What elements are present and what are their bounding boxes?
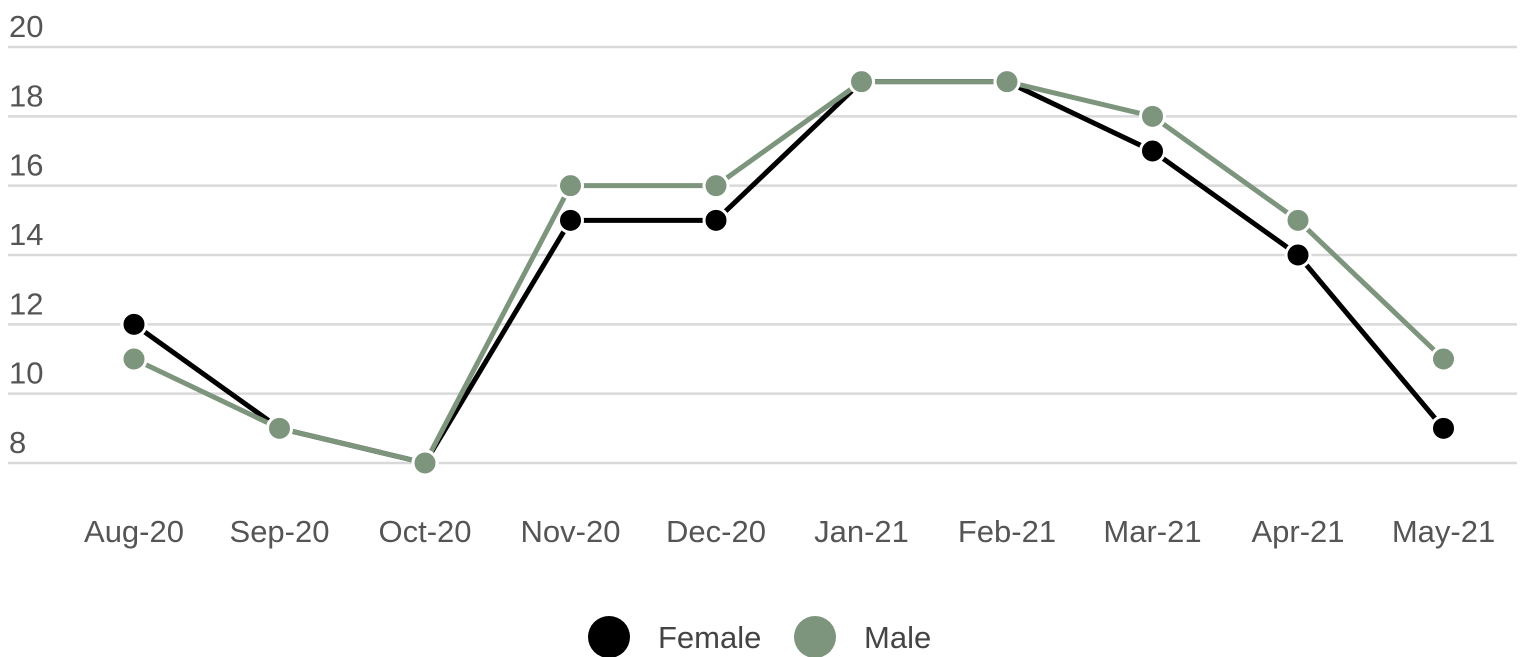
- x-tick-label: May-21: [1392, 514, 1495, 549]
- data-point-female: [702, 206, 730, 234]
- legend-label-male: Male: [864, 620, 931, 655]
- data-point-female: [1284, 241, 1312, 269]
- legend-marker-female: [588, 616, 630, 657]
- x-tick-label: Mar-21: [1103, 514, 1201, 549]
- y-tick-label: 14: [9, 217, 43, 252]
- legend-marker-male: [794, 616, 836, 657]
- data-point-male: [1139, 102, 1166, 130]
- data-point-male: [1284, 206, 1312, 234]
- data-point-male: [557, 172, 584, 200]
- legend: Female Male: [588, 616, 931, 657]
- data-point-female: [120, 310, 148, 338]
- y-tick-label: 20: [9, 9, 43, 44]
- data-point-female: [1430, 414, 1457, 442]
- series-layer: [120, 68, 1457, 477]
- data-point-male: [120, 345, 148, 373]
- y-tick-label: 18: [9, 78, 43, 113]
- data-point-male: [993, 68, 1021, 96]
- legend-label-female: Female: [658, 620, 761, 655]
- data-point-female: [557, 206, 584, 234]
- x-tick-label: Jan-21: [814, 514, 909, 549]
- y-tick-label: 16: [9, 148, 43, 183]
- data-point-female: [1139, 137, 1166, 165]
- x-tick-label: Feb-21: [958, 514, 1056, 549]
- data-point-male: [411, 449, 439, 477]
- gridlines: [8, 45, 1517, 465]
- x-tick-label: Nov-20: [521, 514, 621, 549]
- data-point-male: [848, 68, 875, 96]
- y-tick-label: 8: [9, 425, 26, 460]
- data-point-male: [266, 414, 293, 442]
- data-point-male: [1430, 345, 1457, 373]
- x-tick-label: Aug-20: [84, 514, 184, 549]
- series-line-female: [132, 79, 1446, 466]
- x-tick-label: Sep-20: [230, 514, 330, 549]
- y-tick-label: 10: [9, 356, 43, 391]
- x-tick-label: Dec-20: [666, 514, 766, 549]
- x-tick-label: Oct-20: [378, 514, 471, 549]
- data-point-male: [702, 172, 730, 200]
- y-axis-ticks: 8 10 12 14 16 18 20: [9, 9, 43, 460]
- series-line-male: [132, 79, 1446, 466]
- x-axis-ticks: Aug-20 Sep-20 Oct-20 Nov-20 Dec-20 Jan-21 Feb-…: [84, 514, 1495, 549]
- y-tick-label: 12: [9, 286, 43, 321]
- x-tick-label: Apr-21: [1251, 514, 1344, 549]
